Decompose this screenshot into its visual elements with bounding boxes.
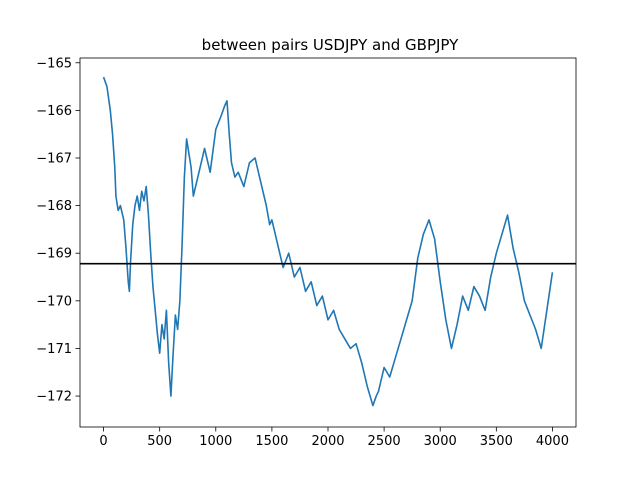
y-tick-label: −169 (36, 247, 72, 262)
x-tick-label: 0 (99, 434, 107, 449)
x-tick-label: 500 (147, 434, 172, 449)
x-axis: 0 500 1000 1500 2000 2500 3000 3500 4000 (99, 427, 569, 449)
y-tick-label: −170 (36, 294, 72, 309)
x-tick-label: 1500 (255, 434, 288, 449)
y-tick-label: −165 (36, 56, 72, 71)
x-tick-label: 1000 (199, 434, 232, 449)
x-tick-label: 4000 (536, 434, 569, 449)
y-axis: −165 −166 −167 −168 −169 −170 −171 −172 (36, 56, 80, 405)
y-tick-label: −166 (36, 104, 72, 119)
series-line-0 (102, 76, 554, 407)
y-tick-label: −171 (36, 342, 72, 357)
y-tick-label: −167 (36, 151, 72, 166)
y-tick-label: −168 (36, 199, 72, 214)
y-tick-label: −172 (36, 390, 72, 405)
x-tick-label: 2500 (368, 434, 401, 449)
x-tick-label: 2000 (311, 434, 344, 449)
x-tick-label: 3000 (424, 434, 457, 449)
chart-title: between pairs USDJPY and GBPJPY (202, 36, 459, 54)
x-tick-label: 3500 (480, 434, 513, 449)
